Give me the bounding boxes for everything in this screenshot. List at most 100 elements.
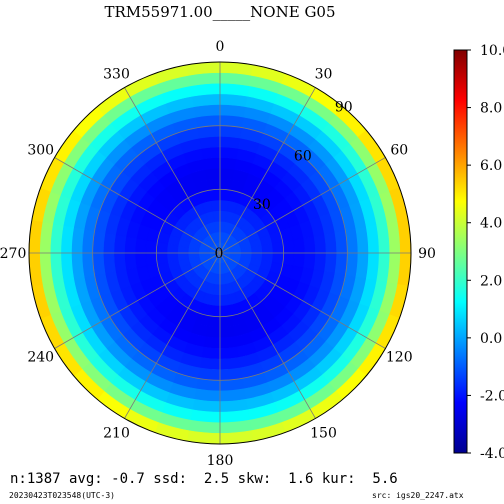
azimuth-tick-label: 330 — [103, 67, 130, 83]
azimuth-gridline — [219, 87, 316, 254]
azimuth-tick-label: 30 — [315, 67, 333, 83]
polar-cell — [145, 239, 158, 254]
polar-cell — [219, 336, 237, 349]
azimuth-tick-label: 210 — [103, 425, 130, 441]
polar-cell — [166, 252, 179, 263]
radial-tick-label: 90 — [335, 100, 353, 116]
polar-cell — [282, 239, 295, 254]
colorbar-tick-label: 0.0 — [480, 331, 502, 347]
polar-cell — [199, 357, 221, 371]
polar-cell — [134, 237, 148, 254]
polar-cell — [208, 189, 221, 202]
azimuth-tick-label: 270 — [0, 246, 26, 262]
polar-cells — [28, 61, 412, 445]
colorbar-ticks: 10.0 8.0 6.0 4.0 2.0 0.0 -2.0 -4.0 — [467, 43, 504, 462]
polar-cell — [292, 252, 306, 269]
azimuth-gridline — [219, 252, 316, 419]
polar-frame — [28, 61, 412, 445]
polar-cell — [156, 252, 169, 265]
polar-cell — [219, 167, 236, 181]
polar-cell — [102, 252, 116, 274]
polar-cell — [219, 157, 237, 170]
colorbar-tick-label: 2.0 — [480, 273, 502, 289]
polar-cell — [206, 315, 221, 328]
polar-cell — [261, 243, 274, 254]
polar-cell — [219, 294, 230, 307]
colorbar-tick-label: 4.0 — [480, 216, 502, 232]
radial-tick-labels: 0 30 60 90 — [215, 100, 353, 262]
polar-cell — [102, 232, 116, 254]
polar-cell — [201, 346, 221, 360]
polar-cell — [219, 357, 241, 371]
polar-cell — [219, 346, 239, 360]
azimuth-tick-label: 180 — [207, 453, 234, 469]
polar-cell — [219, 125, 243, 139]
polar-cell — [134, 252, 148, 269]
colorbar-tick-label: 6.0 — [480, 158, 502, 174]
azimuth-tick-label: 150 — [310, 425, 337, 441]
polar-cell — [203, 157, 221, 170]
polar-cell — [334, 230, 348, 254]
polar-cell — [92, 252, 106, 276]
azimuth-gridline — [54, 252, 221, 349]
polar-cell — [219, 315, 234, 328]
azimuth-tick-label: 240 — [27, 350, 54, 366]
polar-cell — [145, 252, 158, 267]
polar-cell — [219, 178, 234, 191]
polar-cell — [204, 325, 221, 339]
polar-cell — [201, 146, 221, 160]
polar-cell — [92, 230, 106, 254]
azimuth-tick-label: 90 — [418, 246, 436, 262]
radial-tick-label: 30 — [253, 197, 271, 213]
polar-cell — [334, 252, 348, 276]
stats-line: n:1387 avg: -0.7 ssd: 2.5 skw: 1.6 kur: … — [10, 471, 398, 487]
polar-cell — [210, 199, 221, 212]
polar-cell — [303, 236, 316, 254]
polar-cell — [197, 367, 221, 381]
azimuth-gridline — [219, 252, 386, 349]
polar-cell — [313, 252, 327, 272]
polar-cell — [219, 146, 239, 160]
colorbar-tick-label: 8.0 — [480, 101, 502, 117]
polar-cell — [313, 234, 327, 254]
polar-cell — [124, 236, 137, 254]
azimuth-gridline — [54, 157, 221, 254]
polar-cell — [219, 367, 243, 381]
polar-cell — [271, 241, 284, 254]
polar-cell — [204, 167, 221, 181]
polar-grid — [28, 61, 412, 445]
polar-cell — [199, 135, 221, 149]
chart-title: TRM55971.00_____NONE G05 — [104, 3, 335, 21]
polar-cell — [219, 135, 241, 149]
polar-cell — [292, 237, 306, 254]
azimuth-tick-label: 300 — [27, 143, 54, 159]
timestamp-label: 20230423T023548(UTC-3) — [9, 491, 115, 500]
colorbar-tick-label: -4.0 — [480, 446, 504, 462]
polar-cell — [113, 252, 127, 272]
colorbar-tick-label: -2.0 — [480, 388, 504, 404]
polar-cell — [282, 252, 295, 267]
polar-cell — [203, 336, 221, 349]
polar-cell — [124, 252, 137, 270]
azimuth-gridline — [124, 87, 221, 254]
azimuth-gridline — [219, 157, 386, 254]
polar-cell — [324, 252, 338, 274]
polar-cell — [113, 234, 127, 254]
polar-cell — [219, 325, 236, 339]
radial-tick-label: 60 — [294, 148, 312, 164]
radial-tick-label: 0 — [215, 246, 224, 262]
source-label: src: igs20_2247.atx — [372, 491, 464, 500]
colorbar — [453, 49, 468, 454]
polar-cell — [303, 252, 316, 270]
polar-cell — [197, 125, 221, 139]
azimuth-tick-label: 60 — [390, 143, 408, 159]
polar-cell — [219, 304, 232, 317]
azimuth-gridline — [124, 252, 221, 419]
azimuth-tick-label: 0 — [216, 39, 225, 55]
polar-cell — [324, 232, 338, 254]
azimuth-tick-label: 120 — [386, 350, 413, 366]
polar-cell — [206, 178, 221, 191]
colorbar-tick-label: 10.0 — [480, 43, 504, 59]
